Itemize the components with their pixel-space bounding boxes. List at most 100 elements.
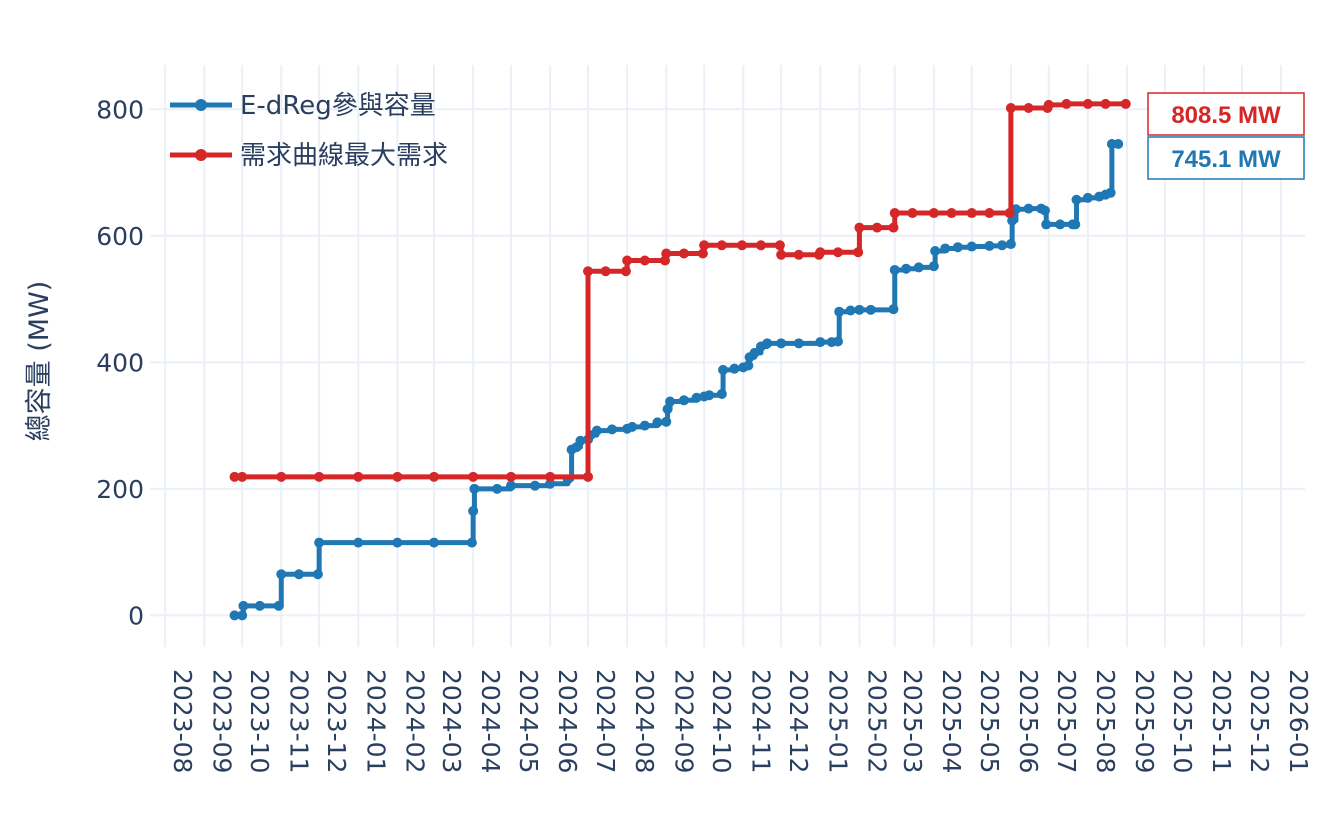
- series-layer: [229, 98, 1131, 621]
- data-point: [314, 471, 325, 482]
- data-point: [607, 424, 617, 435]
- y-axis: 0 200 400 600 800: [96, 95, 144, 630]
- grid: [150, 65, 1305, 647]
- annotations: 808.5 MW 745.1 MW: [1147, 92, 1305, 180]
- x-tick-label: 2024-06: [553, 669, 582, 773]
- x-tick-label: 2024-04: [476, 669, 505, 773]
- x-tick-label: 2023-11: [284, 669, 313, 773]
- data-point: [429, 537, 440, 548]
- data-point: [622, 255, 633, 266]
- x-tick-label: 2025-06: [1014, 669, 1043, 773]
- x-tick-label: 2025-05: [975, 669, 1004, 773]
- data-point: [1023, 103, 1034, 114]
- data-point: [276, 471, 287, 482]
- legend-item[interactable]: E-dReg參與容量: [170, 91, 436, 121]
- x-tick-label: 2024-08: [630, 669, 659, 773]
- data-point: [1105, 187, 1116, 198]
- data-point: [755, 240, 766, 251]
- x-axis: 2023-08 2023-09 2023-10 2023-11 2023-12 2024-…: [168, 669, 1313, 773]
- data-point: [468, 505, 479, 516]
- data-point: [237, 471, 248, 482]
- data-point: [888, 222, 899, 233]
- data-point: [591, 425, 602, 436]
- data-point: [913, 262, 924, 273]
- data-point: [1039, 205, 1050, 216]
- data-point: [530, 480, 540, 491]
- data-point: [832, 336, 843, 347]
- data-point: [984, 208, 995, 219]
- data-point: [583, 266, 594, 277]
- data-point: [468, 471, 479, 482]
- legend-item[interactable]: 需求曲線最大需求: [170, 141, 448, 171]
- legend-label: E-dReg參與容量: [240, 91, 436, 121]
- data-point: [966, 208, 977, 219]
- value-annotation: 808.5 MW: [1147, 92, 1305, 136]
- x-tick-label: 2024-05: [514, 669, 543, 773]
- annotation-text: 745.1 MW: [1171, 146, 1281, 173]
- x-tick-label: 2023-12: [322, 669, 351, 773]
- x-tick-label: 2025-09: [1130, 669, 1159, 773]
- x-tick-label: 2025-10: [1168, 669, 1197, 773]
- x-tick-label: 2024-11: [746, 669, 775, 773]
- data-point: [466, 537, 477, 548]
- data-point: [928, 261, 939, 272]
- x-tick-label: 2025-08: [1091, 669, 1120, 773]
- data-point: [469, 483, 480, 494]
- data-point: [854, 304, 865, 315]
- data-point: [1120, 98, 1131, 109]
- x-tick-label: 2024-01: [361, 669, 390, 773]
- data-point: [312, 569, 323, 580]
- data-point: [661, 248, 672, 259]
- data-point: [774, 240, 785, 251]
- data-point: [1082, 192, 1093, 203]
- data-point: [834, 306, 845, 317]
- data-point: [1004, 208, 1015, 219]
- data-point: [545, 471, 556, 482]
- data-point: [506, 480, 517, 491]
- data-point: [678, 248, 689, 259]
- data-point: [652, 417, 663, 428]
- data-point: [776, 338, 787, 349]
- legend-marker: [195, 99, 207, 111]
- data-point: [1061, 98, 1072, 109]
- x-tick-label: 2025-12: [1245, 669, 1274, 773]
- data-point: [984, 240, 995, 251]
- data-point: [952, 242, 963, 253]
- data-point: [583, 471, 594, 482]
- data-point: [661, 416, 672, 427]
- data-point: [832, 247, 843, 258]
- x-tick-label: 2024-03: [437, 669, 466, 773]
- data-point: [997, 240, 1008, 251]
- data-point: [639, 255, 650, 266]
- data-point: [229, 471, 240, 482]
- data-point: [815, 337, 826, 348]
- x-tick-label: 2024-10: [707, 669, 736, 773]
- data-point: [699, 240, 710, 251]
- data-point: [743, 360, 754, 371]
- data-point: [815, 247, 826, 258]
- data-point: [678, 395, 689, 406]
- data-point: [1071, 194, 1082, 205]
- data-point: [1007, 215, 1018, 226]
- x-tick-label: 2023-08: [168, 669, 197, 773]
- data-point: [429, 471, 440, 482]
- y-tick-label: 600: [96, 222, 144, 251]
- data-point: [729, 363, 740, 374]
- data-point: [238, 600, 249, 611]
- data-point: [845, 305, 856, 316]
- data-point: [627, 421, 638, 432]
- data-point: [930, 245, 941, 256]
- data-point: [662, 404, 673, 415]
- x-tick-label: 2025-11: [1207, 669, 1236, 773]
- data-point: [749, 347, 760, 358]
- data-point: [1082, 98, 1093, 109]
- data-point: [793, 249, 804, 260]
- data-point: [392, 471, 403, 482]
- y-axis-label: 總容量 (MW): [24, 281, 55, 442]
- data-point: [1043, 99, 1054, 110]
- x-tick-label: 2024-12: [784, 669, 813, 773]
- series-1: [229, 98, 1131, 482]
- legend-label: 需求曲線最大需求: [240, 141, 448, 171]
